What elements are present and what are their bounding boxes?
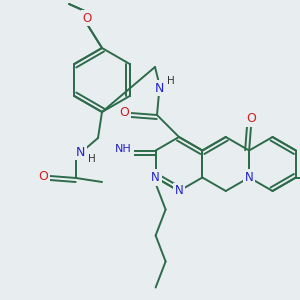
Text: N: N <box>175 184 183 197</box>
Text: O: O <box>82 11 91 25</box>
Text: N: N <box>245 171 254 184</box>
Text: N: N <box>154 82 164 94</box>
Text: O: O <box>119 106 129 119</box>
Text: H: H <box>88 154 96 164</box>
Text: N: N <box>75 146 85 158</box>
Text: N: N <box>151 171 160 184</box>
Text: O: O <box>246 112 256 125</box>
Text: O: O <box>82 11 91 25</box>
Text: O: O <box>38 169 48 182</box>
Text: H: H <box>167 76 175 86</box>
Text: NH: NH <box>115 145 132 154</box>
